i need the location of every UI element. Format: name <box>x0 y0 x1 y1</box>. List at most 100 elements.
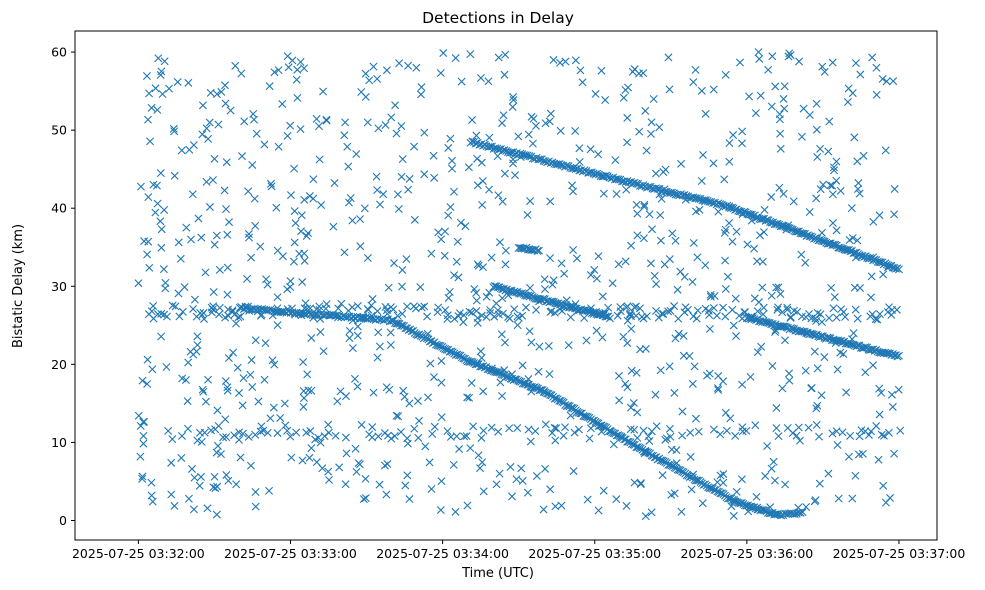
detection-point <box>217 87 226 96</box>
detection-point <box>803 328 812 337</box>
detection-point <box>284 63 293 72</box>
detection-point <box>494 53 503 62</box>
detection-point <box>465 307 474 316</box>
detection-point <box>820 67 829 76</box>
detection-point <box>744 210 753 219</box>
detection-point <box>222 433 231 442</box>
detection-point <box>167 458 176 467</box>
detection-point <box>228 306 237 315</box>
detection-point <box>199 387 208 396</box>
detection-point <box>605 314 614 323</box>
detection-point <box>665 424 674 433</box>
y-tick-label: 50 <box>51 123 67 138</box>
detection-point <box>623 383 632 392</box>
detection-point <box>273 304 282 313</box>
detection-point <box>145 89 154 98</box>
y-tick-label: 60 <box>51 45 67 60</box>
detection-point <box>716 489 725 498</box>
detection-point <box>518 361 527 370</box>
detection-point <box>266 305 275 314</box>
detection-point <box>621 85 630 94</box>
detection-point <box>411 304 420 313</box>
detection-point <box>410 142 419 151</box>
detection-point <box>587 304 596 313</box>
detection-point <box>501 50 510 59</box>
detection-point <box>450 314 459 323</box>
detection-point <box>469 422 478 431</box>
detection-point <box>508 370 516 379</box>
detection-point <box>705 484 714 493</box>
detection-point <box>689 78 698 87</box>
detection-point <box>465 393 474 402</box>
detection-point <box>612 189 621 198</box>
detection-point <box>848 494 857 503</box>
detection-point <box>743 240 752 249</box>
detection-point <box>713 384 722 393</box>
detection-point <box>712 311 721 320</box>
detection-point <box>871 315 880 324</box>
y-tick-label: 10 <box>51 435 67 450</box>
detection-point <box>188 464 196 473</box>
detection-point <box>153 105 162 114</box>
detection-point <box>398 282 407 291</box>
detection-point <box>851 253 860 262</box>
detection-point <box>799 104 808 113</box>
detection-point <box>585 434 594 443</box>
detection-point <box>763 442 772 451</box>
detection-point <box>828 219 837 228</box>
detection-point <box>425 458 434 467</box>
detection-point <box>566 411 575 420</box>
detection-point <box>201 268 210 277</box>
detection-point <box>512 475 521 484</box>
detection-point <box>636 479 645 488</box>
detection-point <box>429 373 438 382</box>
detection-point <box>599 189 608 198</box>
detection-point <box>251 336 260 345</box>
detection-point <box>165 84 174 93</box>
detection-point <box>518 476 527 485</box>
detection-point <box>517 464 526 473</box>
detection-point <box>608 279 617 288</box>
detection-point <box>598 292 607 301</box>
detection-point <box>424 393 433 402</box>
detection-point <box>614 371 623 380</box>
detection-point <box>273 321 282 330</box>
detection-point <box>539 505 548 514</box>
y-axis: 0 10 20 30 40 50 60 <box>51 45 75 528</box>
detection-point <box>240 117 249 126</box>
detection-point <box>189 141 198 150</box>
detection-point <box>427 485 436 493</box>
detection-point <box>753 307 762 316</box>
detection-point <box>410 424 419 433</box>
detection-point <box>160 57 169 66</box>
detection-point <box>501 260 510 269</box>
detection-point <box>811 496 820 505</box>
x-tick-label: 2025-07-25 03:32:00 <box>72 546 205 561</box>
detection-point <box>220 186 229 195</box>
detection-point <box>206 88 215 97</box>
detection-point <box>465 357 474 366</box>
detection-point <box>463 393 472 402</box>
detection-point <box>778 308 787 317</box>
detection-point <box>875 310 884 318</box>
detection-point <box>771 326 780 335</box>
detection-point <box>416 90 425 99</box>
detection-point <box>466 444 475 453</box>
detection-point <box>560 269 569 278</box>
detection-point <box>632 200 641 209</box>
detection-point <box>894 265 903 274</box>
detection-point <box>290 207 299 216</box>
detection-point <box>441 306 450 315</box>
detection-point <box>290 238 299 247</box>
x-tick-label: 2025-07-25 03:37:00 <box>833 546 966 561</box>
detection-point <box>786 51 795 60</box>
detection-point <box>829 240 838 249</box>
detection-point <box>640 202 649 211</box>
detection-point <box>270 68 279 77</box>
detection-point <box>661 165 670 174</box>
detection-point <box>346 194 355 203</box>
detection-point <box>795 57 804 66</box>
detection-point <box>544 341 553 350</box>
detection-point <box>706 290 715 299</box>
